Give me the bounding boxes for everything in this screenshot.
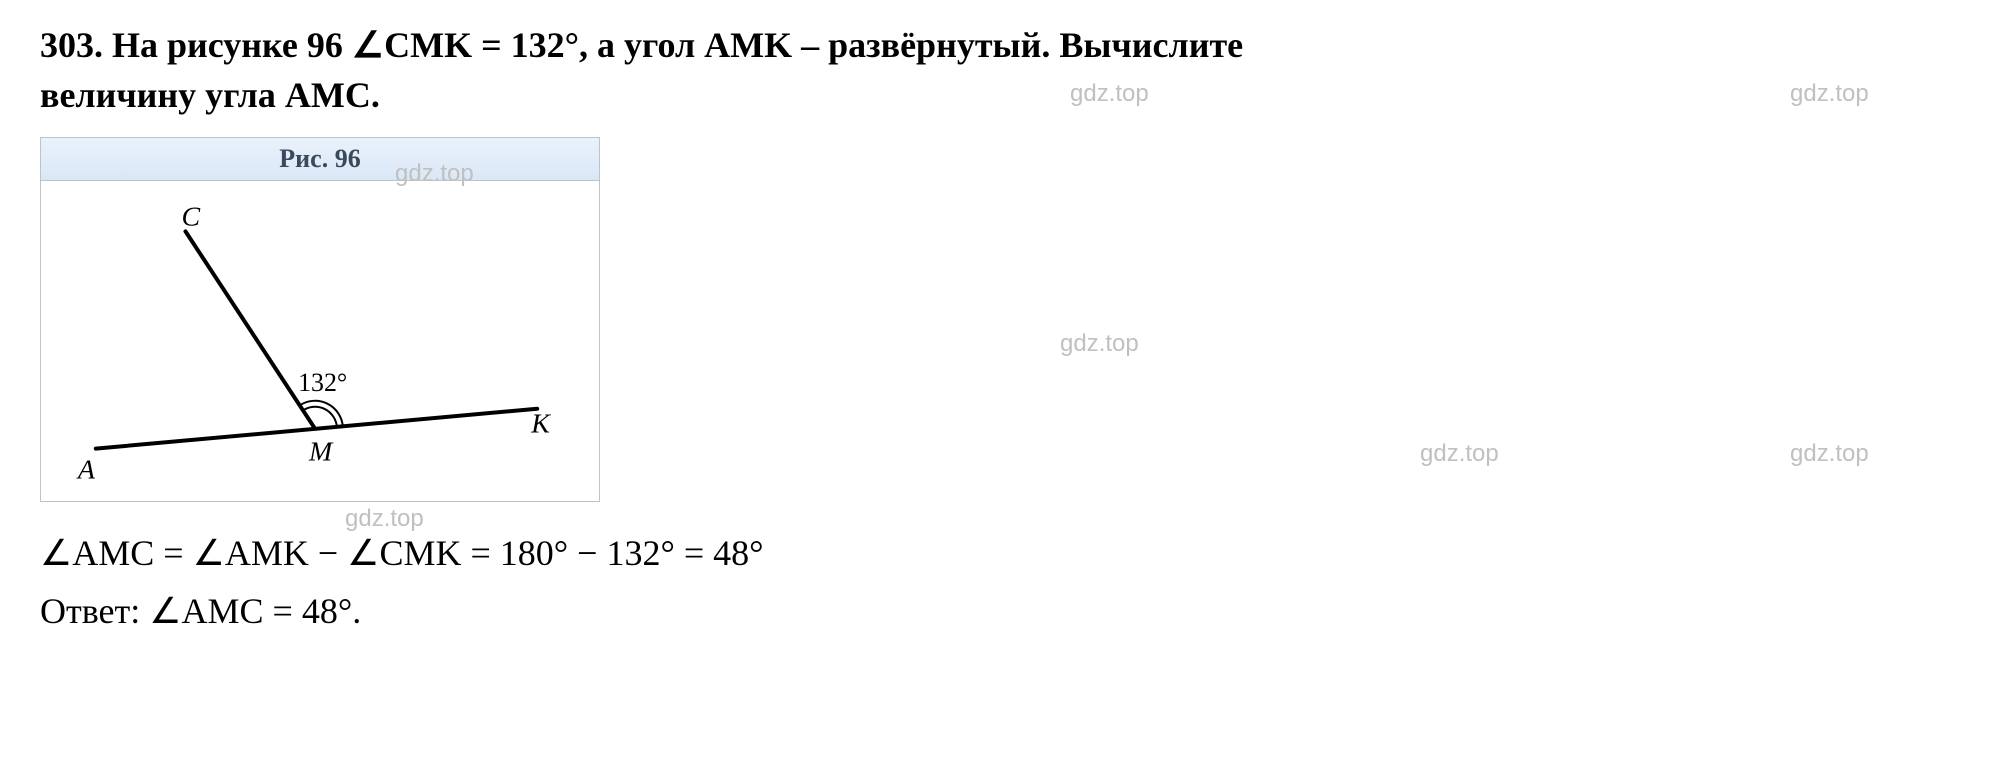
problem-statement: 303. На рисунке 96 ∠CMK = 132°, а угол A… [40,20,1963,121]
svg-text:K: K [530,408,551,439]
figure-label: Рис. 96 [41,138,599,181]
solution-answer: Ответ: ∠AMC = 48°. [40,584,1963,638]
svg-text:C: C [181,201,200,232]
svg-text:M: M [308,436,334,467]
problem-number: 303. [40,25,103,65]
problem-text-1: На рисунке 96 ∠CMK = 132°, а угол AMK – … [112,25,1243,65]
problem-text-2: величину угла AMC. [40,75,380,115]
solution-equation: ∠AMC = ∠AMK − ∠CMK = 180° − 132° = 48° [40,526,1963,580]
geometry-diagram: A M K C 132° [41,181,599,501]
figure-container: Рис. 96 A M K C 132° [40,137,600,502]
watermark-text: gdz.top [1420,440,1499,468]
svg-text:132°: 132° [298,368,347,397]
svg-text:A: A [76,454,96,485]
watermark-text: gdz.top [1060,330,1139,358]
watermark-text: gdz.top [1790,440,1869,468]
figure-body: A M K C 132° [41,181,599,501]
